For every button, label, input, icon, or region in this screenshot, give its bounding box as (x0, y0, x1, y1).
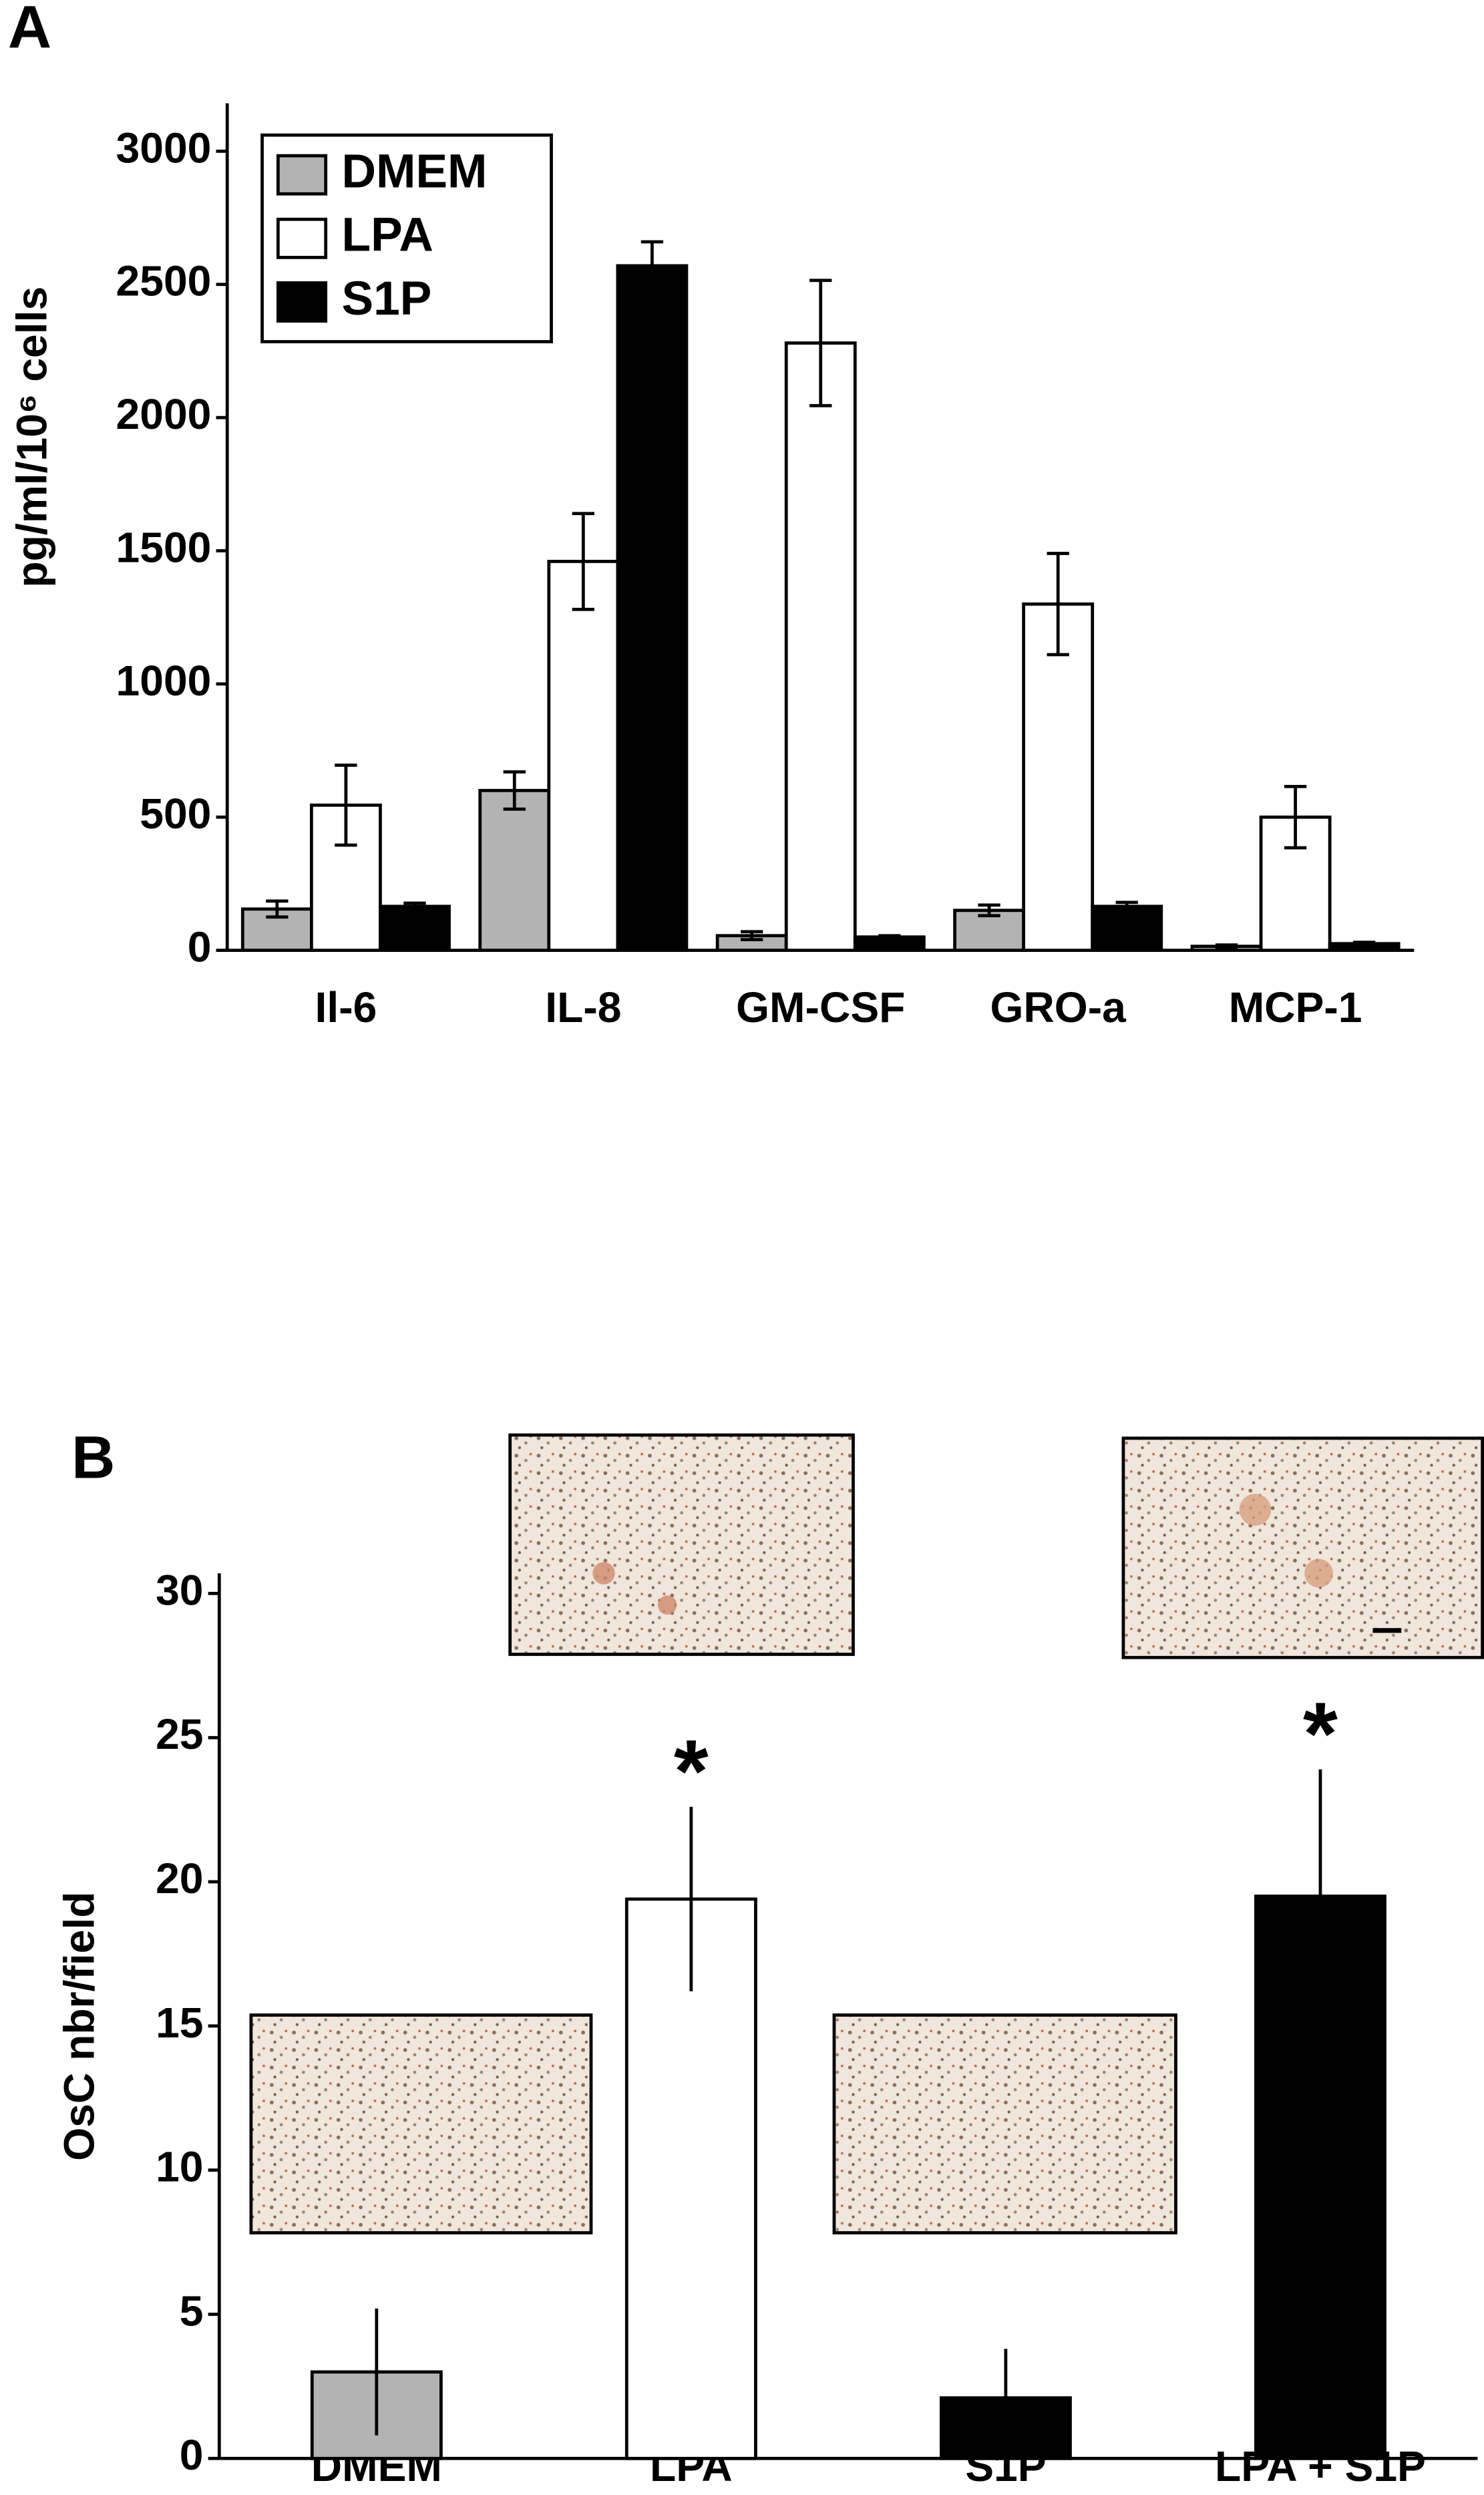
y-tick-label: 1000 (116, 657, 212, 705)
micrograph (832, 2013, 1177, 2234)
y-tick-label: 5 (180, 2287, 204, 2335)
micrograph (508, 1433, 855, 1656)
x-tick-label: Il-6 (315, 983, 377, 1031)
y-tick-label: 0 (180, 2431, 204, 2479)
micrograph-cell (1239, 1494, 1272, 1526)
y-axis-title: OsC nbr/field (55, 1892, 104, 2161)
bar (616, 264, 689, 953)
bar (1091, 904, 1163, 953)
y-axis-title: pg/ml/10⁶ cells (7, 287, 55, 588)
micrograph-cell (657, 1595, 677, 1615)
y-tick-label: 15 (156, 1999, 203, 2047)
y-tick-label: 3000 (116, 124, 212, 172)
micrograph (1121, 1436, 1484, 1659)
micrograph-cell (1304, 1558, 1333, 1588)
bar (784, 341, 857, 953)
micrographs (249, 1433, 1484, 2234)
y-tick-label: 2000 (116, 390, 212, 438)
y-tick-label: 0 (188, 923, 212, 971)
y-tick-label: 2500 (116, 257, 212, 305)
significance-marker: * (674, 1721, 709, 1821)
bar (547, 560, 620, 953)
legend-label: LPA (341, 208, 433, 262)
legend-swatch (276, 281, 328, 323)
micrograph-cell (592, 1562, 615, 1585)
panel-label: B (71, 1424, 115, 1492)
legend-label: DMEM (341, 145, 487, 198)
y-tick-label: 30 (156, 1566, 203, 1614)
significance-marker: * (1303, 1684, 1338, 1784)
legend-swatch (276, 217, 328, 259)
legend-label: S1P (341, 272, 431, 325)
x-tick-label: GRO-a (990, 983, 1127, 1031)
y-tick-label: 1500 (116, 523, 212, 571)
bar (1022, 602, 1095, 953)
x-tick-label: GM-CSF (736, 983, 905, 1031)
bar (379, 904, 451, 953)
y-tick-label: 10 (156, 2143, 203, 2191)
panel-label: A (8, 0, 51, 61)
x-tick-label: MCP-1 (1229, 983, 1362, 1031)
y-tick-label: 25 (156, 1710, 203, 1758)
legend-swatch (276, 154, 328, 196)
micrograph (249, 2013, 593, 2234)
x-tick-label: IL-8 (545, 983, 621, 1031)
bar (478, 789, 551, 953)
y-tick-label: 20 (156, 1854, 203, 1902)
y-tick-label: 500 (140, 790, 211, 838)
